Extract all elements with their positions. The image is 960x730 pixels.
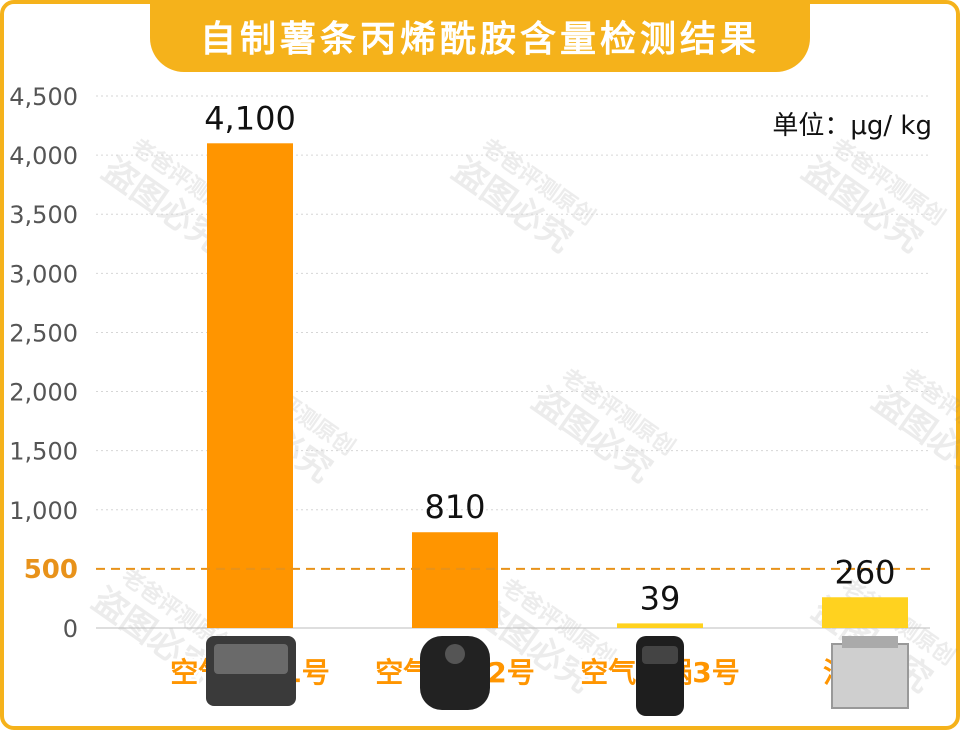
y-tick-label: 4,000 <box>9 142 78 170</box>
bar-1 <box>207 143 293 629</box>
y-tick-label: 2,000 <box>9 379 78 407</box>
y-tick-label: 500 <box>24 555 78 585</box>
y-tick-label: 3,000 <box>9 260 78 288</box>
y-tick-label: 3,500 <box>9 201 78 229</box>
deep-fryer-image <box>831 636 909 709</box>
y-tick-label: 2,500 <box>9 319 78 347</box>
y-tick-label: 0 <box>63 615 78 643</box>
title-banner: 自制薯条丙烯酰胺含量检测结果 <box>150 0 810 72</box>
unit-label: 单位：μg/ kg <box>772 111 932 141</box>
value-label: 4,100 <box>204 99 296 137</box>
fryer-body <box>420 636 490 710</box>
fryer-tank <box>831 643 909 709</box>
gridlines <box>96 95 930 629</box>
value-label: 260 <box>834 553 895 591</box>
fryer-panel <box>214 644 288 674</box>
y-axis-ticks: 0 500 1,000 1,500 2,000 2,500 3,000 3,500 4,000 4… <box>9 83 78 643</box>
fryer-dial <box>445 644 465 664</box>
bar-4 <box>822 597 908 628</box>
value-label: 810 <box>424 488 485 526</box>
fryer-basket <box>842 636 898 648</box>
fryer-panel <box>642 646 678 664</box>
air-fryer-3-image <box>636 636 684 716</box>
air-fryer-1-image <box>206 636 296 706</box>
bars <box>207 143 908 629</box>
y-tick-label: 1,500 <box>9 438 78 466</box>
value-labels: 4,100 810 39 260 <box>204 99 895 617</box>
bar-2 <box>412 532 498 628</box>
bar-3 <box>617 623 703 628</box>
y-tick-label: 1,000 <box>9 497 78 525</box>
air-fryer-2-image <box>420 636 490 710</box>
y-tick-label: 4,500 <box>9 83 78 111</box>
value-label: 39 <box>640 579 681 617</box>
page-title: 自制薯条丙烯酰胺含量检测结果 <box>199 19 760 60</box>
device-icons <box>206 636 909 716</box>
